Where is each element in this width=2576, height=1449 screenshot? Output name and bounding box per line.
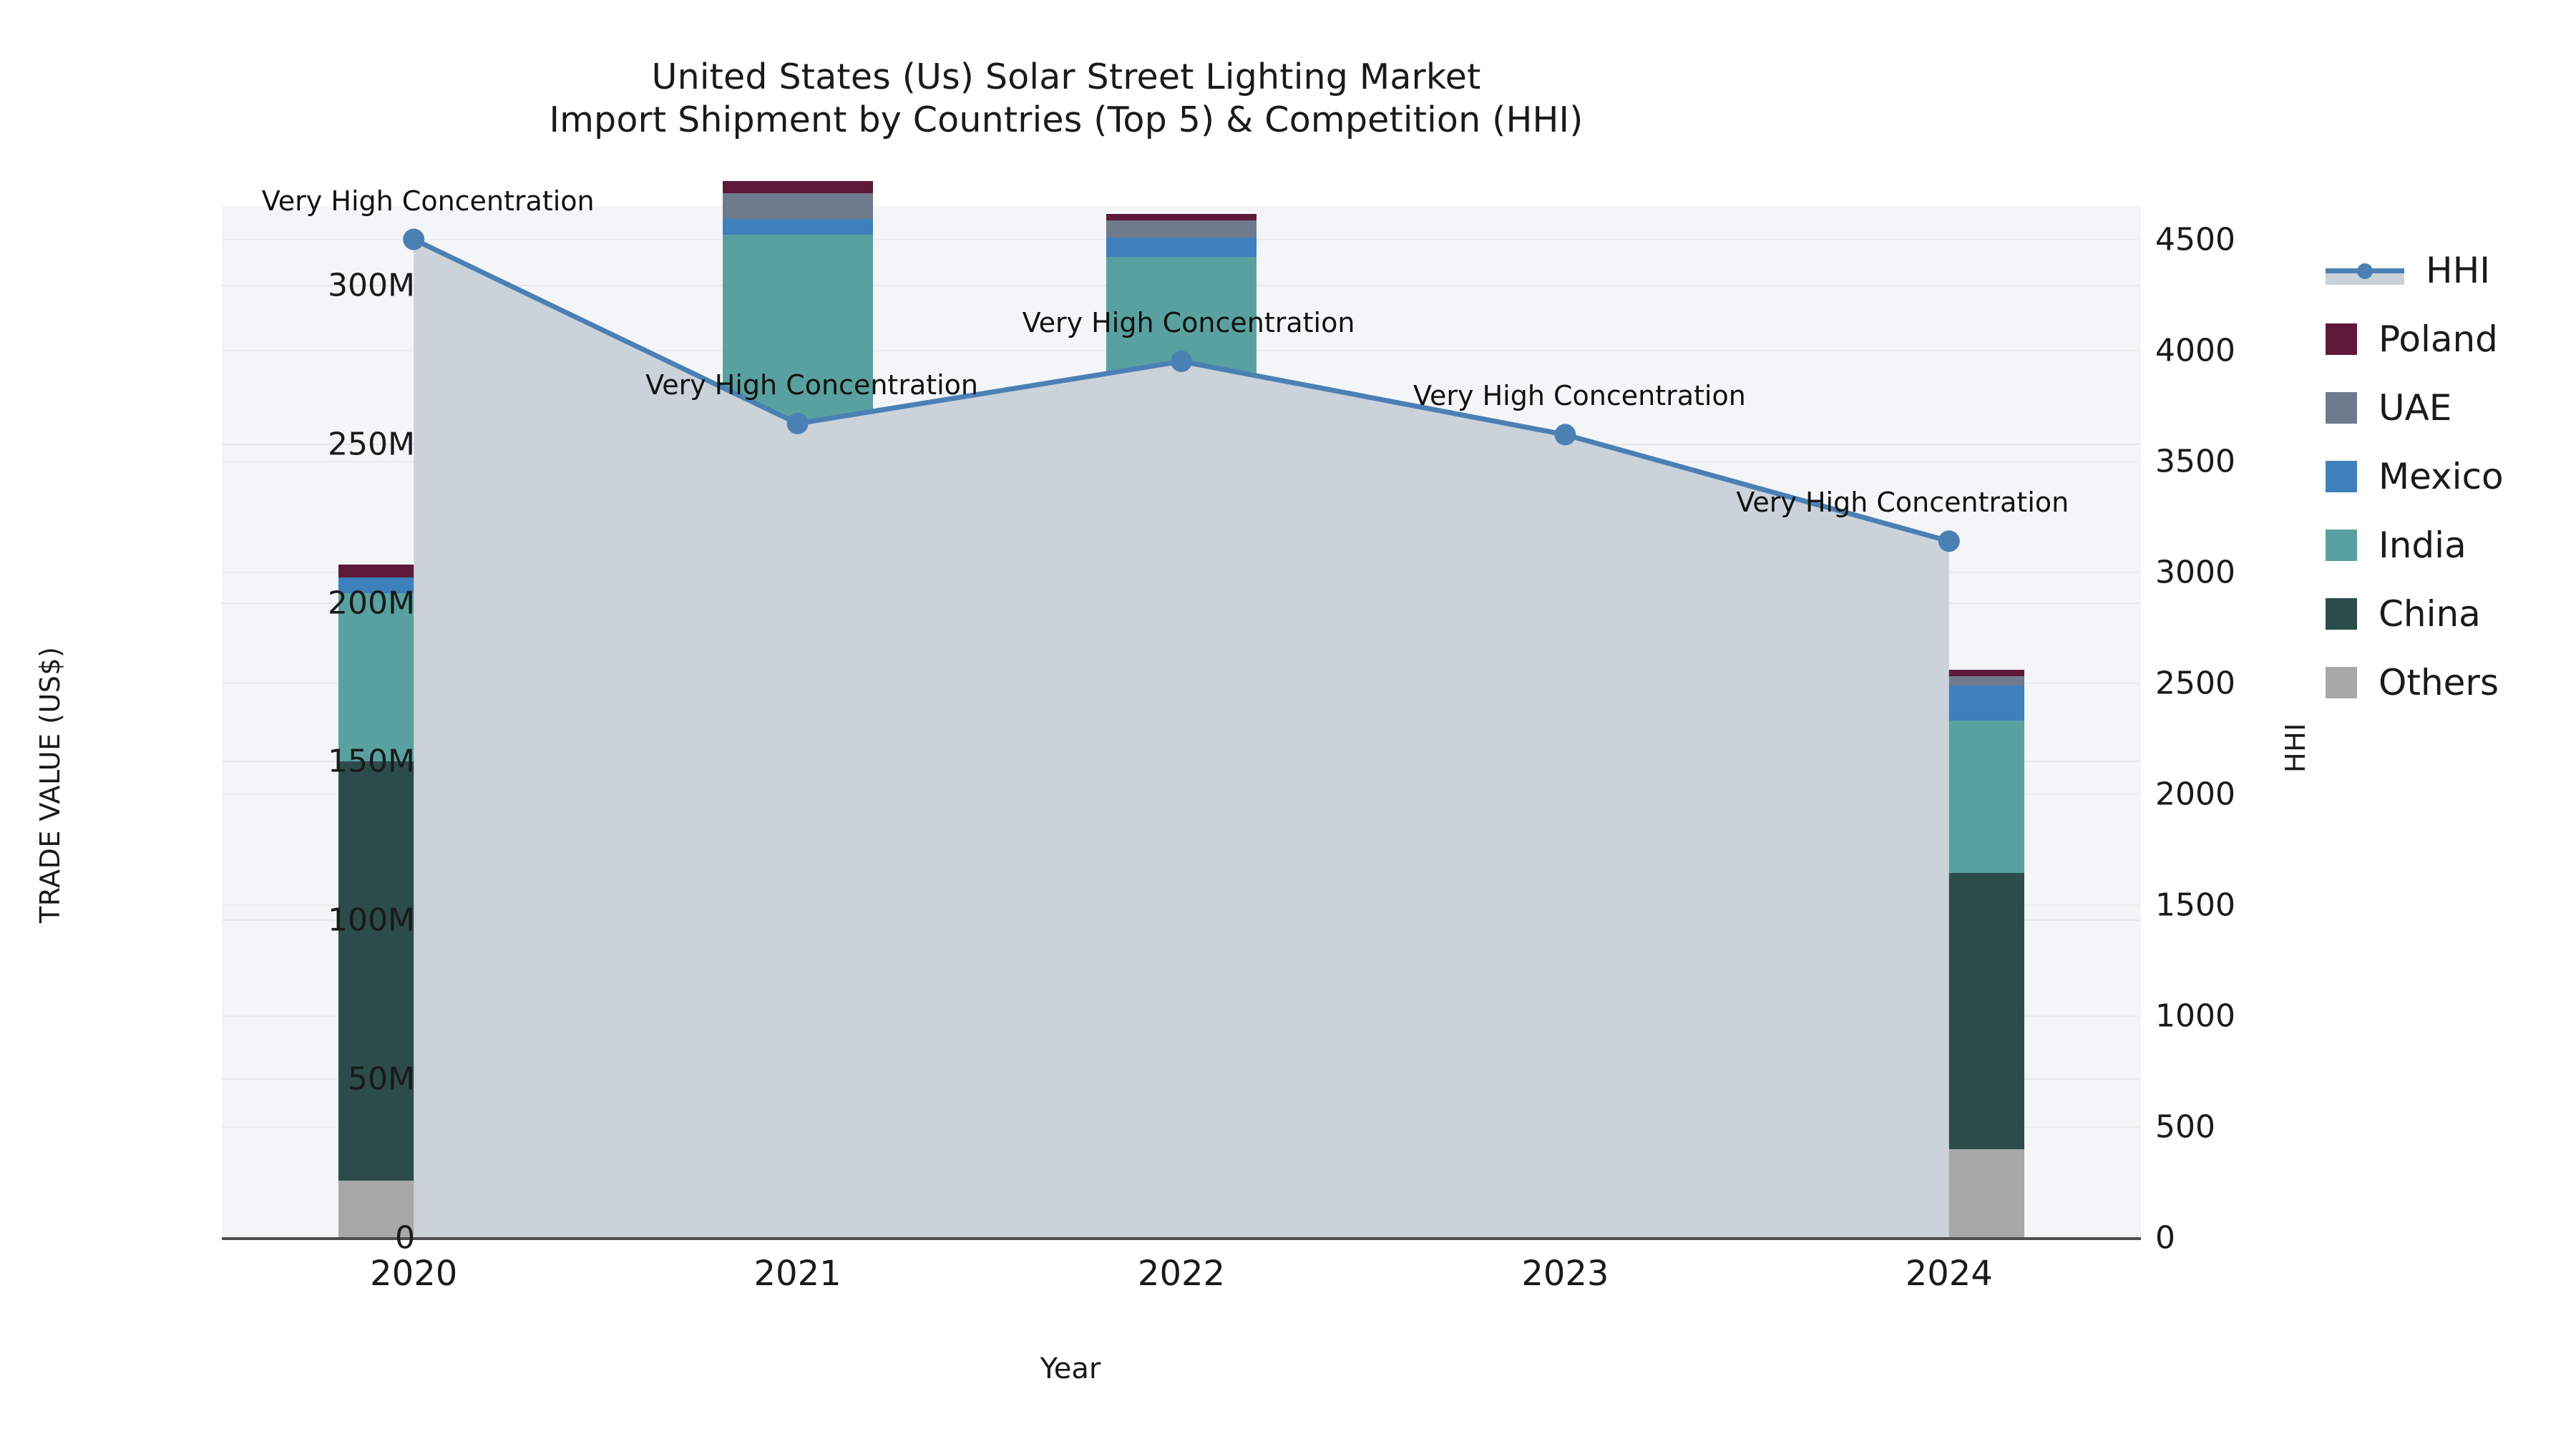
legend-item-uae[interactable]: UAE (2326, 374, 2504, 442)
annotation-2021: Very High Concentration (645, 369, 979, 401)
y-tick-right: 4000 (2155, 332, 2235, 369)
annotation-2022: Very High Concentration (1022, 307, 1355, 339)
legend-swatch-poland (2326, 323, 2357, 355)
legend-swatch-china (2326, 598, 2357, 630)
y-axis-left-label: TRADE VALUE (US$) (34, 646, 66, 923)
legend-label: China (2379, 593, 2481, 635)
x-tick-2024: 2024 (1905, 1254, 1993, 1294)
bar-segment-mexico[interactable] (1106, 238, 1257, 257)
hhi-point-2022[interactable] (1171, 351, 1192, 373)
y-tick-right: 1500 (2155, 887, 2235, 924)
legend-label: Others (2379, 662, 2499, 703)
chart-title: United States (Us) Solar Street Lighting… (0, 56, 2132, 142)
y-tick-right: 0 (2155, 1219, 2175, 1257)
annotation-2023: Very High Concentration (1413, 380, 1746, 412)
legend-swatch-india (2326, 530, 2357, 561)
legend-label: Mexico (2379, 456, 2504, 497)
hhi-point-2024[interactable] (1938, 530, 1960, 552)
x-tick-2021: 2021 (753, 1254, 841, 1294)
x-tick-2023: 2023 (1521, 1254, 1609, 1294)
y-tick-right: 500 (2155, 1108, 2215, 1146)
legend-item-hhi[interactable]: HHI (2326, 236, 2504, 305)
hhi-point-2023[interactable] (1554, 424, 1576, 446)
hhi-line-icon (2326, 255, 2404, 286)
hhi-overlay (403, 228, 1960, 1238)
y-tick-right: 2500 (2155, 665, 2235, 702)
chart-legend: HHI Poland UAE Mexico India China Others (2326, 236, 2504, 717)
y-tick-left: 300M (328, 267, 415, 304)
annotation-2020: Very High Concentration (261, 185, 595, 217)
y-tick-left: 250M (328, 426, 415, 463)
legend-label: UAE (2379, 387, 2452, 429)
hhi-point-2020[interactable] (403, 228, 425, 250)
bar-segment-poland[interactable] (722, 180, 873, 194)
bar-segment-poland[interactable] (1106, 214, 1257, 220)
y-tick-left: 200M (328, 585, 415, 622)
chart-title-line-2: Import Shipment by Countries (Top 5) & C… (549, 99, 1584, 140)
hhi-marker-icon (2357, 263, 2373, 279)
y-tick-right: 3000 (2155, 554, 2235, 591)
legend-swatch-uae (2326, 392, 2357, 424)
y-tick-left: 100M (328, 902, 415, 939)
legend-item-india[interactable]: India (2326, 511, 2504, 580)
y-tick-right: 4500 (2155, 221, 2235, 258)
x-tick-2020: 2020 (370, 1254, 458, 1294)
bar-segment-uae[interactable] (1106, 220, 1257, 238)
legend-swatch-others (2326, 667, 2357, 698)
legend-item-others[interactable]: Others (2326, 648, 2504, 717)
y-tick-left: 150M (328, 743, 415, 780)
legend-label: HHI (2426, 250, 2490, 291)
x-axis-label: Year (1040, 1352, 1101, 1385)
legend-label: Poland (2379, 318, 2498, 360)
y-tick-right: 3500 (2155, 443, 2235, 480)
x-tick-2022: 2022 (1137, 1254, 1226, 1294)
y-tick-left: 50M (348, 1060, 415, 1098)
legend-item-china[interactable]: China (2326, 580, 2504, 648)
legend-label: India (2379, 525, 2467, 566)
y-axis-right-label: HHI (2280, 723, 2311, 773)
y-tick-left: 0 (395, 1219, 415, 1257)
legend-item-poland[interactable]: Poland (2326, 305, 2504, 374)
hhi-point-2021[interactable] (786, 412, 809, 434)
legend-swatch-mexico (2326, 461, 2357, 492)
hhi-area-fill (414, 239, 1949, 1238)
hhi-area-icon (2326, 273, 2404, 285)
bar-segment-uae[interactable] (722, 193, 873, 219)
bar-segment-mexico[interactable] (722, 218, 873, 235)
annotation-2024: Very High Concentration (1736, 487, 2069, 519)
x-axis-spine (222, 1237, 2141, 1240)
chart-title-line-1: United States (Us) Solar Street Lighting… (651, 57, 1481, 97)
legend-item-mexico[interactable]: Mexico (2326, 442, 2504, 511)
y-tick-right: 1000 (2155, 997, 2235, 1035)
y-tick-right: 2000 (2155, 776, 2235, 813)
